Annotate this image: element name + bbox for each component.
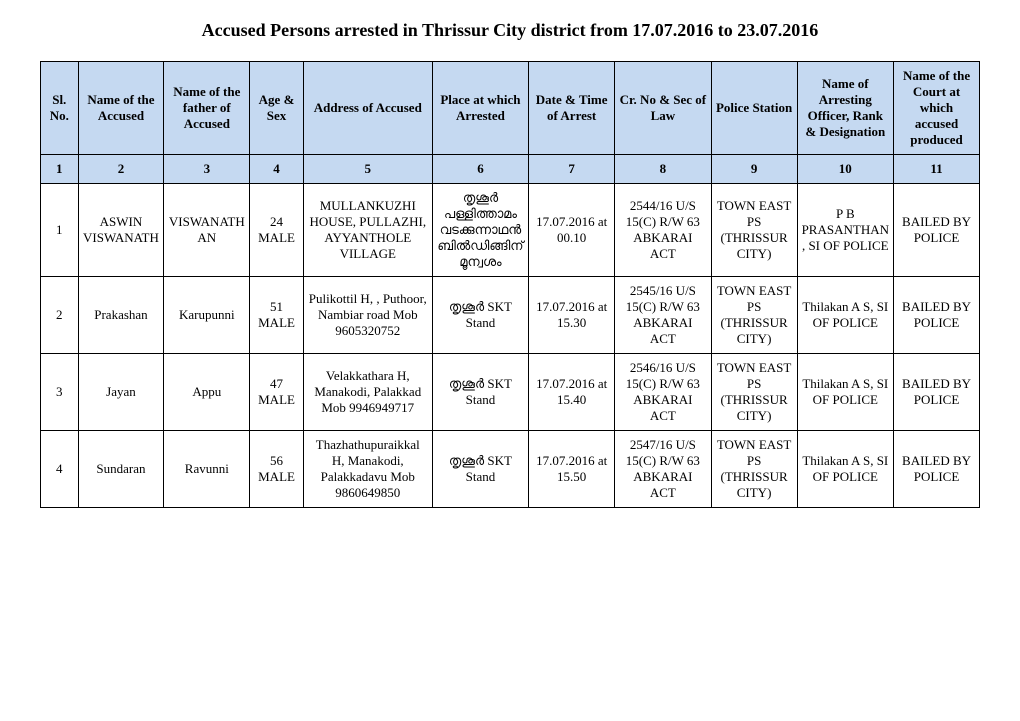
- cell-sl: 3: [41, 354, 79, 431]
- cell-officer: Thilakan A S, SI OF POLICE: [797, 354, 894, 431]
- cell-officer: P B PRASANTHAN, SI OF POLICE: [797, 184, 894, 277]
- col-header-officer: Name of Arresting Officer, Rank & Design…: [797, 62, 894, 155]
- cell-address: Pulikottil H, , Puthoor, Nambiar road Mo…: [303, 277, 432, 354]
- cell-crno: 2547/16 U/S 15(C) R/W 63 ABKARAI ACT: [615, 431, 712, 508]
- colnum-cell: 4: [250, 155, 304, 184]
- arrest-table: Sl. No. Name of the Accused Name of the …: [40, 61, 980, 508]
- cell-court: BAILED BY POLICE: [894, 431, 980, 508]
- cell-officer: Thilakan A S, SI OF POLICE: [797, 277, 894, 354]
- table-header-row: Sl. No. Name of the Accused Name of the …: [41, 62, 980, 155]
- cell-station: TOWN EAST PS (THRISSUR CITY): [711, 277, 797, 354]
- table-row: 3JayanAppu47 MALEVelakkathara H, Manakod…: [41, 354, 980, 431]
- col-header-place: Place at which Arrested: [432, 62, 529, 155]
- colnum-cell: 8: [615, 155, 712, 184]
- col-header-court: Name of the Court at which accused produ…: [894, 62, 980, 155]
- page-title: Accused Persons arrested in Thrissur Cit…: [40, 20, 980, 41]
- cell-crno: 2544/16 U/S 15(C) R/W 63 ABKARAI ACT: [615, 184, 712, 277]
- cell-sl: 1: [41, 184, 79, 277]
- cell-address: MULLANKUZHI HOUSE, PULLAZHI, AYYANTHOLE …: [303, 184, 432, 277]
- col-header-sl: Sl. No.: [41, 62, 79, 155]
- cell-age: 51 MALE: [250, 277, 304, 354]
- cell-place: തൃശൂർ SKT Stand: [432, 277, 529, 354]
- cell-accused: Sundaran: [78, 431, 164, 508]
- cell-age: 56 MALE: [250, 431, 304, 508]
- cell-datetime: 17.07.2016 at 15.50: [529, 431, 615, 508]
- cell-accused: Jayan: [78, 354, 164, 431]
- cell-station: TOWN EAST PS (THRISSUR CITY): [711, 354, 797, 431]
- colnum-cell: 10: [797, 155, 894, 184]
- cell-place: തൃശൂർ SKT Stand: [432, 431, 529, 508]
- colnum-cell: 3: [164, 155, 250, 184]
- cell-father: Karupunni: [164, 277, 250, 354]
- colnum-cell: 7: [529, 155, 615, 184]
- colnum-cell: 6: [432, 155, 529, 184]
- cell-datetime: 17.07.2016 at 00.10: [529, 184, 615, 277]
- table-row: 2PrakashanKarupunni51 MALEPulikottil H, …: [41, 277, 980, 354]
- col-header-datetime: Date & Time of Arrest: [529, 62, 615, 155]
- cell-sl: 4: [41, 431, 79, 508]
- col-header-station: Police Station: [711, 62, 797, 155]
- table-body: 1ASWIN VISWANATHVISWANATHAN24 MALEMULLAN…: [41, 184, 980, 508]
- colnum-cell: 2: [78, 155, 164, 184]
- table-row: 4SundaranRavunni56 MALEThazhathupuraikka…: [41, 431, 980, 508]
- cell-crno: 2546/16 U/S 15(C) R/W 63 ABKARAI ACT: [615, 354, 712, 431]
- cell-crno: 2545/16 U/S 15(C) R/W 63 ABKARAI ACT: [615, 277, 712, 354]
- table-row: 1ASWIN VISWANATHVISWANATHAN24 MALEMULLAN…: [41, 184, 980, 277]
- cell-address: Velakkathara H, Manakodi, Palakkad Mob 9…: [303, 354, 432, 431]
- cell-court: BAILED BY POLICE: [894, 277, 980, 354]
- cell-age: 47 MALE: [250, 354, 304, 431]
- cell-father: Appu: [164, 354, 250, 431]
- cell-place: തൃശൂർ പള്ളിത്താമം വടക്കുന്നാഥൻ ബിൽഡിങ്ങി…: [432, 184, 529, 277]
- colnum-cell: 5: [303, 155, 432, 184]
- colnum-cell: 1: [41, 155, 79, 184]
- cell-court: BAILED BY POLICE: [894, 354, 980, 431]
- col-header-address: Address of Accused: [303, 62, 432, 155]
- cell-station: TOWN EAST PS (THRISSUR CITY): [711, 431, 797, 508]
- cell-sl: 2: [41, 277, 79, 354]
- col-header-age: Age & Sex: [250, 62, 304, 155]
- cell-officer: Thilakan A S, SI OF POLICE: [797, 431, 894, 508]
- cell-address: Thazhathupuraikkal H, Manakodi, Palakkad…: [303, 431, 432, 508]
- cell-datetime: 17.07.2016 at 15.30: [529, 277, 615, 354]
- cell-accused: ASWIN VISWANATH: [78, 184, 164, 277]
- cell-father: Ravunni: [164, 431, 250, 508]
- cell-father: VISWANATHAN: [164, 184, 250, 277]
- col-header-crno: Cr. No & Sec of Law: [615, 62, 712, 155]
- table-colnum-row: 1 2 3 4 5 6 7 8 9 10 11: [41, 155, 980, 184]
- cell-age: 24 MALE: [250, 184, 304, 277]
- cell-place: തൃശൂർ SKT Stand: [432, 354, 529, 431]
- cell-court: BAILED BY POLICE: [894, 184, 980, 277]
- colnum-cell: 9: [711, 155, 797, 184]
- cell-accused: Prakashan: [78, 277, 164, 354]
- cell-datetime: 17.07.2016 at 15.40: [529, 354, 615, 431]
- col-header-accused: Name of the Accused: [78, 62, 164, 155]
- col-header-father: Name of the father of Accused: [164, 62, 250, 155]
- cell-station: TOWN EAST PS (THRISSUR CITY): [711, 184, 797, 277]
- colnum-cell: 11: [894, 155, 980, 184]
